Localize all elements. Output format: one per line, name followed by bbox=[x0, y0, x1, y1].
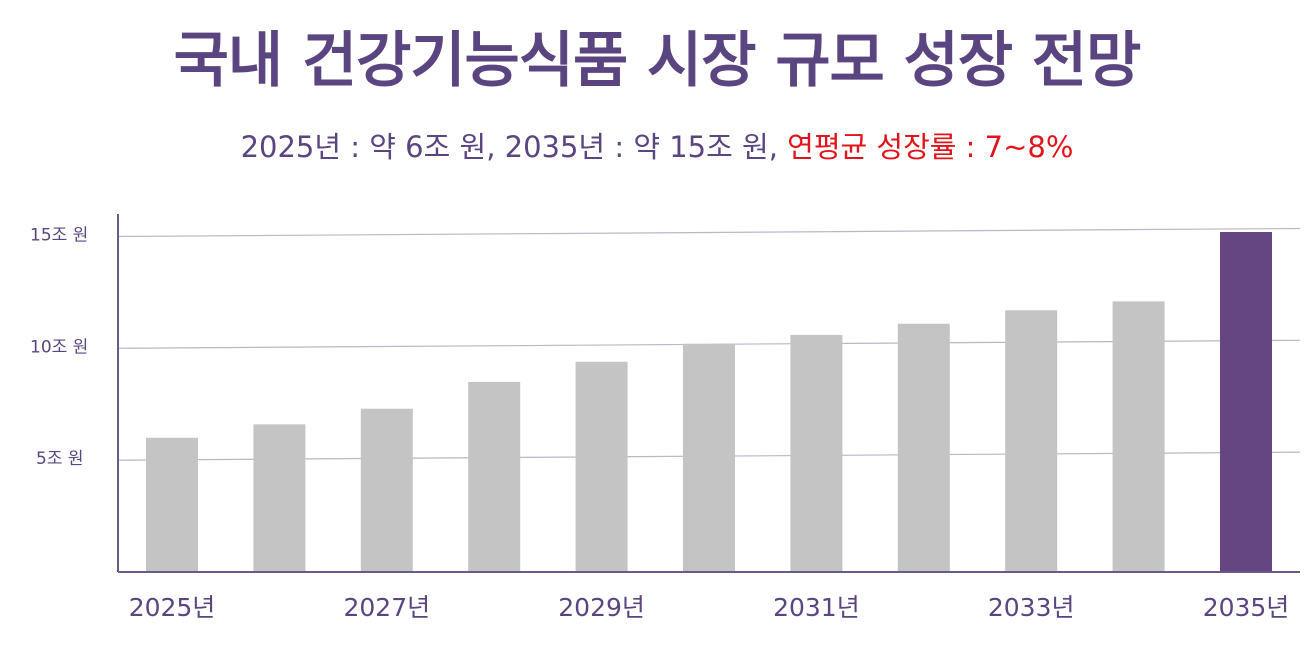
subtitle-growth-rate: 연평균 성장률 : 7~8% bbox=[787, 130, 1074, 164]
y-tick-label: 5조 원 bbox=[36, 449, 84, 469]
bar bbox=[897, 323, 950, 572]
bar bbox=[790, 334, 843, 572]
x-tick-label: 2031년 bbox=[773, 593, 860, 622]
bar bbox=[575, 361, 628, 572]
chart-title: 국내 건강기능식품 시장 규모 성장 전망 bbox=[173, 26, 1142, 96]
x-tick-label: 2029년 bbox=[558, 593, 645, 622]
y-tick-label: 15조 원 bbox=[30, 225, 88, 245]
chart-subtitle: 2025년 : 약 6조 원, 2035년 : 약 15조 원, 연평균 성장률… bbox=[0, 124, 1314, 166]
y-tick-label: 10조 원 bbox=[30, 337, 88, 357]
x-tick-label: 2025년 bbox=[129, 593, 216, 622]
bar bbox=[360, 408, 413, 572]
bar bbox=[146, 437, 198, 572]
x-tick-label: 2033년 bbox=[988, 593, 1075, 622]
bar-highlight bbox=[1220, 232, 1272, 572]
bar bbox=[1005, 310, 1058, 572]
bar bbox=[683, 343, 735, 572]
bar bbox=[1112, 301, 1165, 572]
x-tick-label: 2027년 bbox=[343, 593, 430, 622]
gridline bbox=[117, 227, 1301, 238]
subtitle-market-size: 2025년 : 약 6조 원, 2035년 : 약 15조 원, bbox=[240, 130, 788, 164]
bar bbox=[468, 381, 521, 572]
bar bbox=[253, 424, 306, 572]
x-tick-label: 2035년 bbox=[1203, 593, 1290, 622]
